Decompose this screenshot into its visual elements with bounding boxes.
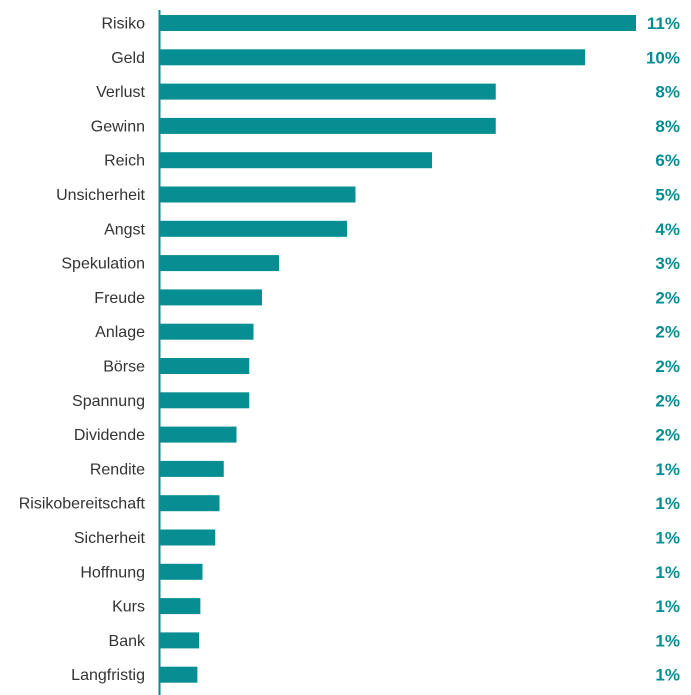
value-label: 6% — [655, 151, 680, 170]
bar — [160, 495, 220, 512]
category-label: Angst — [104, 221, 145, 238]
value-label: 1% — [655, 666, 680, 685]
value-label: 8% — [655, 83, 680, 102]
category-label: Kurs — [112, 599, 145, 616]
value-label: 4% — [655, 220, 680, 239]
value-label: 5% — [655, 186, 680, 205]
category-label: Gewinn — [91, 118, 145, 135]
category-labels: Risiko Geld Verlust Gewinn Reich Unsicherheit… — [19, 16, 146, 685]
category-label: Anlage — [95, 324, 145, 341]
value-label: 1% — [655, 460, 680, 479]
category-label: Spannung — [72, 393, 145, 410]
bar — [160, 117, 496, 134]
value-label: 1% — [655, 631, 680, 650]
bar — [160, 598, 201, 615]
value-label: 11% — [647, 14, 680, 33]
value-label: 2% — [655, 426, 680, 445]
category-label: Dividende — [74, 427, 145, 444]
bar — [160, 152, 432, 169]
bar — [160, 186, 356, 203]
category-label: Risikobereitschaft — [19, 496, 146, 513]
category-label: Spekulation — [61, 256, 145, 273]
category-label: Sicherheit — [74, 530, 146, 547]
value-label: 2% — [655, 288, 680, 307]
value-label: 8% — [655, 117, 680, 136]
bar — [160, 358, 250, 374]
value-label: 3% — [655, 254, 680, 273]
category-label: Bank — [109, 633, 146, 650]
bar — [160, 83, 496, 100]
category-label: Rendite — [90, 461, 145, 478]
category-label: Geld — [111, 50, 145, 67]
bar — [160, 666, 198, 683]
bar — [160, 460, 224, 477]
bar — [160, 632, 200, 649]
bar — [160, 255, 279, 272]
category-label: Hoffnung — [80, 564, 145, 581]
bar — [160, 392, 250, 409]
value-label: 1% — [655, 563, 680, 582]
value-label: 1% — [655, 494, 680, 513]
category-label: Risiko — [101, 16, 145, 33]
category-label: Verlust — [96, 84, 145, 101]
bar — [160, 220, 347, 237]
category-label: Unsicherheit — [56, 187, 145, 204]
value-label: 2% — [655, 357, 680, 376]
bar — [160, 563, 203, 580]
bar — [160, 529, 216, 546]
bar — [160, 289, 262, 306]
value-labels: 11% 10% 8% 8% 6% 5% 4% 3% 2% 2% 2% 2% 2% 1% 1% 1% 1% 1% 1%… — [646, 14, 680, 685]
bar — [160, 15, 636, 31]
category-label: Reich — [104, 153, 145, 170]
value-label: 1% — [655, 529, 680, 548]
bar — [160, 323, 254, 340]
bar — [160, 49, 585, 66]
value-label: 1% — [655, 597, 680, 616]
bar — [160, 426, 237, 443]
value-label: 10% — [646, 48, 680, 67]
bars — [160, 15, 636, 683]
value-label: 2% — [655, 391, 680, 410]
category-label: Freude — [94, 290, 145, 307]
value-label: 2% — [655, 323, 680, 342]
category-label: Börse — [103, 359, 145, 376]
category-label: Langfristig — [71, 667, 145, 684]
